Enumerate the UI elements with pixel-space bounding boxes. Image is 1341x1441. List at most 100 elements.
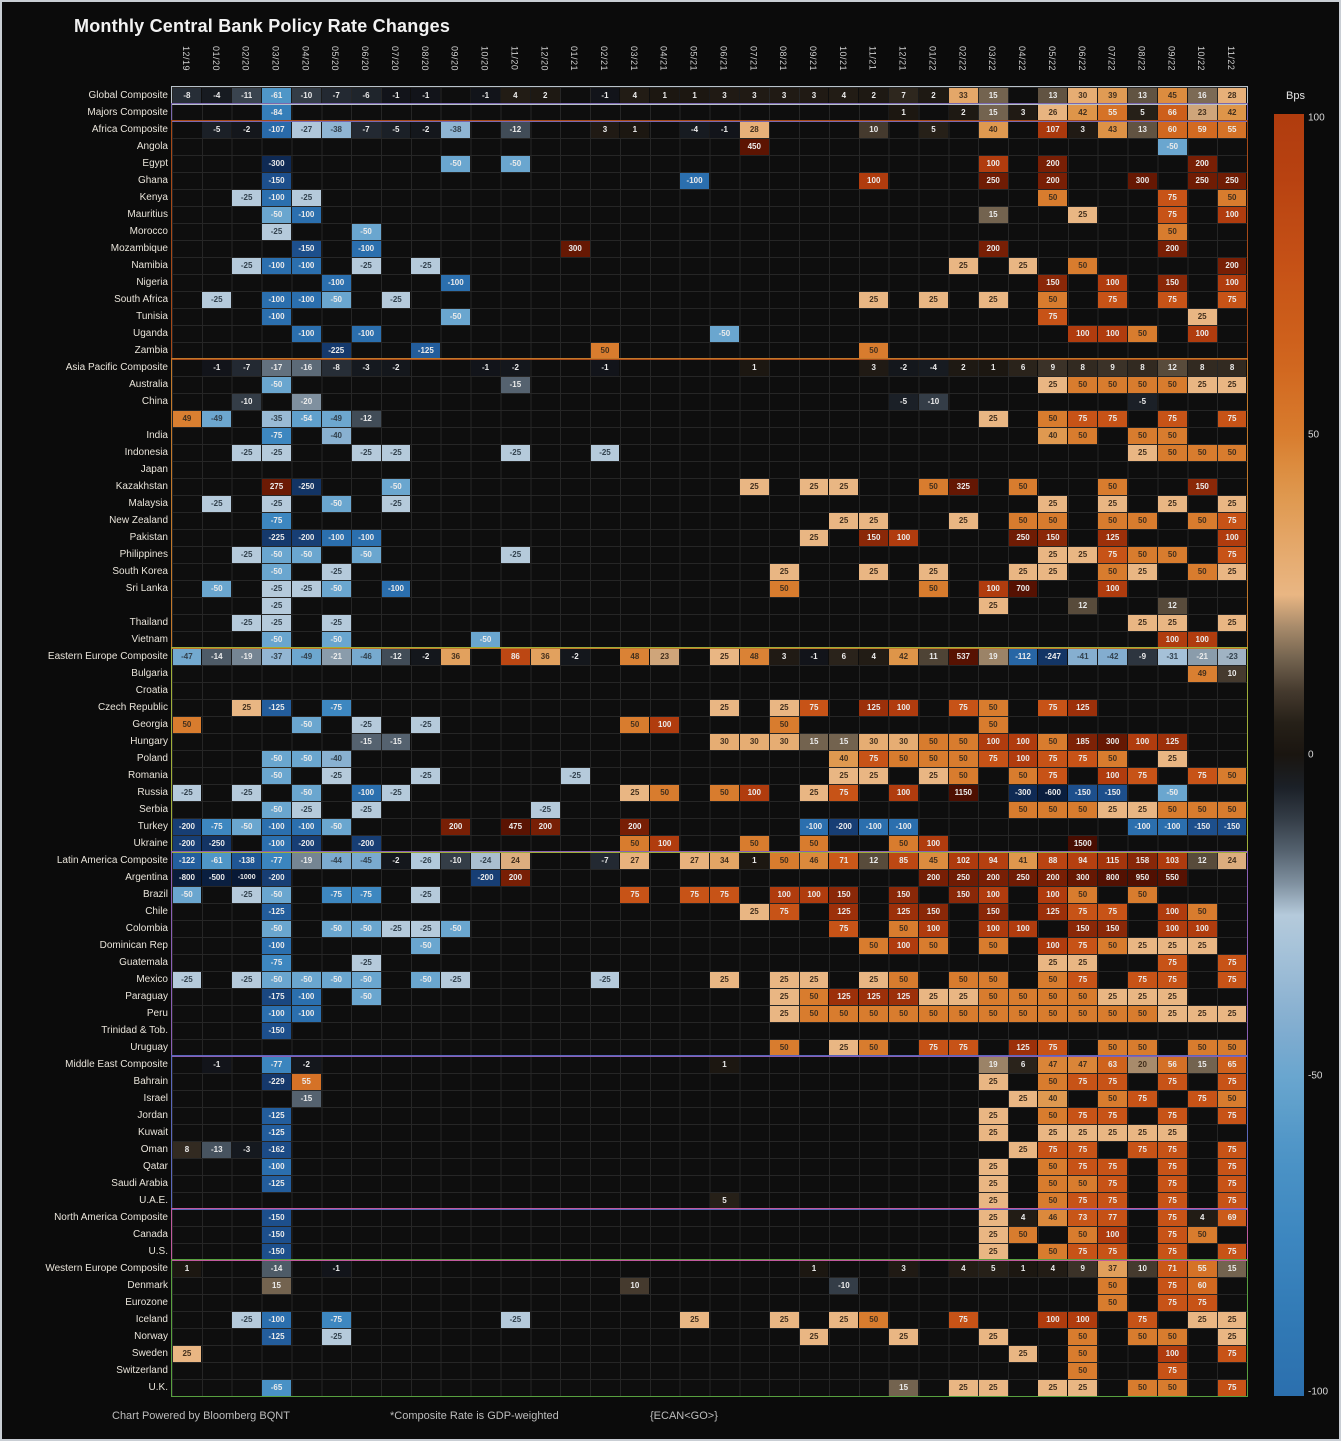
heatmap-cell: -100	[291, 206, 321, 223]
heatmap-cell: -40	[321, 427, 351, 444]
heatmap-cell: -25	[262, 580, 291, 597]
heatmap-cell: 4	[859, 648, 889, 665]
heatmap-cell: -100	[859, 818, 889, 835]
heatmap-cell: 77	[1098, 1209, 1128, 1226]
heatmap-cell: 50	[1008, 767, 1038, 784]
heatmap-cell: 69	[1217, 1209, 1247, 1226]
heatmap-cell: 100	[978, 920, 1008, 937]
heatmap-cell: -125	[262, 1175, 291, 1192]
heatmap-cell: 37	[1098, 1260, 1128, 1277]
heatmap-cell: -17	[262, 359, 291, 376]
heatmap-cell: -25	[262, 597, 291, 614]
row-label: Czech Republic	[97, 702, 168, 713]
heatmap-cell: 10	[1217, 665, 1247, 682]
heatmap-cell: 13	[1038, 87, 1068, 104]
heatmap-cell: -7	[351, 121, 381, 138]
heatmap-cell: 50	[1038, 801, 1068, 818]
heatmap-cell: -41	[1068, 648, 1098, 665]
row-label: Namibia	[131, 260, 168, 271]
heatmap-cell: 25	[1038, 1124, 1068, 1141]
heatmap-cell: -7	[232, 359, 262, 376]
heatmap-cell: 75	[1157, 1192, 1187, 1209]
heatmap-cell: 50	[919, 937, 948, 954]
x-axis-label: 07/22	[1106, 46, 1117, 72]
heatmap-cell: -100	[799, 818, 829, 835]
heatmap-cell: 50	[1068, 886, 1098, 903]
x-axis-label: 06/20	[360, 46, 371, 72]
footer-powered-by: Chart Powered by Bloomberg BQNT	[112, 1410, 290, 1422]
heatmap-cell: 100	[1128, 733, 1157, 750]
heatmap-cell: 9	[1038, 359, 1068, 376]
heatmap-cell: 25	[769, 988, 799, 1005]
heatmap-cell: 25	[1038, 376, 1068, 393]
heatmap-cell: 150	[1187, 478, 1217, 495]
heatmap-cell: 100	[739, 784, 769, 801]
heatmap-cell: 75	[1157, 410, 1187, 427]
heatmap-cell: -50	[172, 886, 202, 903]
heatmap-cell: 50	[1068, 1328, 1098, 1345]
x-axis-label: 05/20	[330, 46, 341, 72]
heatmap-cell: 100	[889, 699, 919, 716]
heatmap-cell: 50	[1098, 750, 1128, 767]
heatmap-cell: 50	[739, 835, 769, 852]
heatmap-cell: 250	[1187, 172, 1217, 189]
row-label: Chile	[145, 906, 168, 917]
heatmap-cell: 15	[978, 104, 1008, 121]
heatmap-cell: 275	[262, 478, 291, 495]
heatmap-cell: -1	[471, 359, 500, 376]
heatmap-cell: 50	[620, 835, 650, 852]
row-label: Peru	[146, 1008, 168, 1019]
heatmap-cell: 50	[1128, 546, 1157, 563]
heatmap-cell: 25	[172, 1345, 202, 1362]
colorbar-tick: 0	[1308, 749, 1314, 761]
heatmap-cell: 200	[919, 869, 948, 886]
heatmap-cell: 75	[948, 1311, 978, 1328]
heatmap-cell: -25	[291, 580, 321, 597]
heatmap-cell: -2	[411, 648, 441, 665]
heatmap-cell: -1	[710, 121, 739, 138]
heatmap-cell: -3	[351, 359, 381, 376]
row-label: U.K.	[148, 1382, 168, 1393]
colorbar	[1274, 114, 1304, 1396]
heatmap-cell: 25	[978, 1379, 1008, 1396]
heatmap-cell: -2	[381, 852, 411, 869]
heatmap-cell: 150	[889, 886, 919, 903]
heatmap-cell: -100	[262, 291, 291, 308]
heatmap-cell: 50	[769, 716, 799, 733]
heatmap-cell: -25	[232, 546, 262, 563]
row-label: Pakistan	[129, 532, 168, 543]
heatmap-cell: 30	[710, 733, 739, 750]
x-axis-label: 07/20	[389, 46, 400, 72]
heatmap-cell: 4	[1187, 1209, 1217, 1226]
row-label: Thailand	[129, 617, 168, 628]
heatmap-cell: 150	[948, 886, 978, 903]
row-label: Denmark	[127, 1280, 168, 1291]
heatmap-cell: -100	[680, 172, 709, 189]
heatmap-cell: -25	[411, 257, 441, 274]
x-axis-label: 03/22	[987, 46, 998, 72]
heatmap-cell: 75	[1098, 903, 1128, 920]
colorbar-tick: -100	[1308, 1386, 1329, 1398]
heatmap-cell: 50	[1157, 223, 1187, 240]
heatmap-cell: 75	[1098, 1073, 1128, 1090]
heatmap-cell: -50	[321, 920, 351, 937]
heatmap-cell: 25	[1098, 801, 1128, 818]
heatmap-cell: 75	[829, 784, 859, 801]
heatmap-cell: 2	[948, 104, 978, 121]
heatmap-cell: 100	[919, 835, 948, 852]
heatmap-cell: 60	[1187, 1277, 1217, 1294]
heatmap-cell: 50	[1157, 444, 1187, 461]
row-label: Morocco	[129, 226, 168, 237]
heatmap-cell: 85	[889, 852, 919, 869]
heatmap-cell: 25	[769, 1005, 799, 1022]
heatmap-cell: 39	[1098, 87, 1128, 104]
row-label: Kuwait	[137, 1127, 168, 1138]
heatmap-cell: 25	[1068, 206, 1098, 223]
heatmap-cell: 200	[1038, 869, 1068, 886]
heatmap-cell: 125	[829, 903, 859, 920]
heatmap-cell: -40	[321, 750, 351, 767]
heatmap-cell: 75	[1068, 903, 1098, 920]
heatmap-cell: 50	[889, 1005, 919, 1022]
heatmap-cell: 5	[710, 1192, 739, 1209]
heatmap-cell: -50	[262, 971, 291, 988]
